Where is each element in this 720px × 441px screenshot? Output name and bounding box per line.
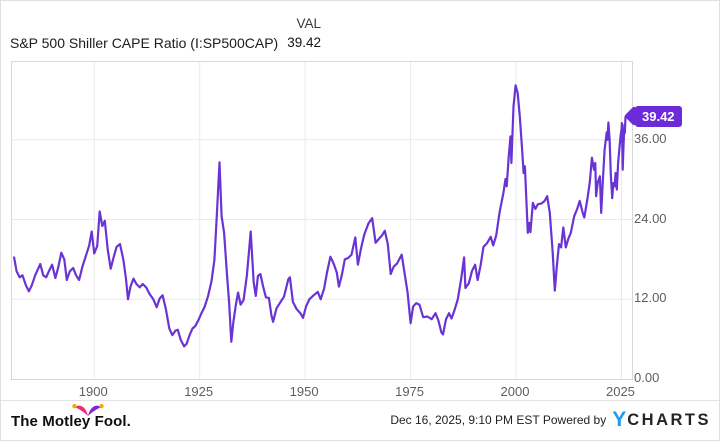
current-value-badge: 39.42 xyxy=(635,105,682,127)
x-axis-tick-label: 1900 xyxy=(78,384,108,399)
val-current-value: 39.42 xyxy=(287,35,321,50)
y-axis-tick-label: 0.00 xyxy=(634,370,660,385)
ycharts-y-mark: Y xyxy=(612,408,627,431)
plot-area xyxy=(11,61,633,380)
x-axis-tick-label: 1975 xyxy=(395,384,425,399)
jester-hat-icon xyxy=(72,404,104,416)
timestamp: Dec 16, 2025, 9:10 PM EST Powered by xyxy=(390,413,607,427)
motley-fool-wordmark: The Motley Fool. xyxy=(11,413,131,430)
page-title: S&P 500 Shiller CAPE Ratio (I:SP500CAP) xyxy=(10,35,279,51)
ycharts-wordmark: CHARTS xyxy=(627,411,711,429)
val-column: VAL 39.42 xyxy=(251,14,321,52)
cape-ratio-line xyxy=(13,84,627,348)
ycharts-logo: Y CHARTS xyxy=(612,408,711,431)
y-axis-tick-label: 12.00 xyxy=(634,290,667,306)
footer: The Motley Fool. Dec 16, 2025, 9:10 PM E… xyxy=(1,400,719,440)
plot-svg xyxy=(12,62,632,379)
y-axis-tick-label: 24.00 xyxy=(634,210,667,226)
x-axis-tick-label: 2000 xyxy=(500,384,530,399)
footer-attribution: Dec 16, 2025, 9:10 PM EST Powered by Y C… xyxy=(390,408,711,431)
x-axis-tick-label: 1950 xyxy=(289,384,319,399)
x-axis-tick-label: 2025 xyxy=(605,384,635,399)
x-axis-tick-label: 1925 xyxy=(184,384,214,399)
y-axis-tick-label: 36.00 xyxy=(634,130,667,146)
motley-fool-logo: The Motley Fool. xyxy=(11,404,131,431)
val-column-header: VAL xyxy=(296,16,321,31)
